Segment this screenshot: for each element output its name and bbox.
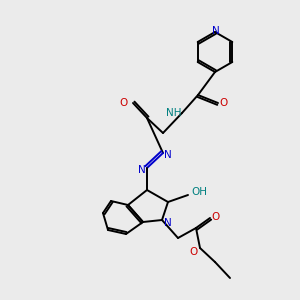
Text: N: N [164, 218, 172, 228]
Text: O: O [120, 98, 128, 108]
Text: NH: NH [166, 108, 182, 118]
Text: N: N [164, 150, 172, 160]
Text: O: O [219, 98, 227, 108]
Text: N: N [138, 165, 146, 175]
Text: O: O [211, 212, 219, 222]
Text: OH: OH [191, 187, 207, 197]
Text: O: O [190, 247, 198, 257]
Text: N: N [212, 26, 220, 36]
